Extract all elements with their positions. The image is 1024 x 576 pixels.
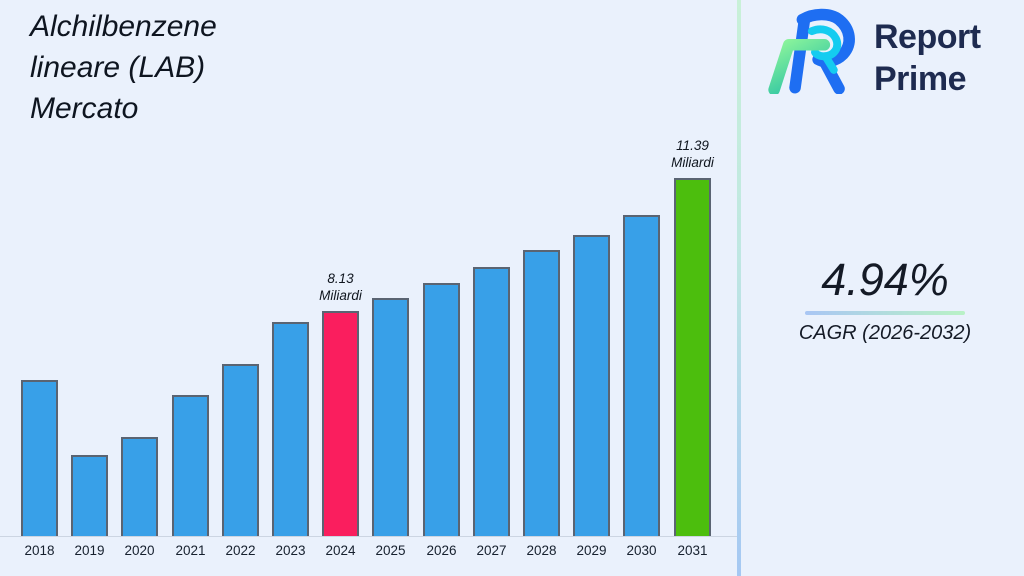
bar-2023 bbox=[272, 322, 309, 536]
bar-2027 bbox=[473, 267, 510, 536]
x-label-2029: 2029 bbox=[576, 543, 607, 558]
bar-2021 bbox=[172, 395, 209, 536]
bar-2022 bbox=[222, 364, 259, 536]
cagr-caption: CAGR (2026-2032) bbox=[798, 322, 972, 344]
x-axis-line bbox=[0, 536, 737, 537]
vertical-divider bbox=[737, 0, 741, 576]
logo-wordmark: Report Prime bbox=[874, 16, 981, 100]
bar-value-label-2024: 8.13 Miliardi bbox=[319, 271, 362, 303]
x-label-2027: 2027 bbox=[476, 543, 507, 558]
bar-2028 bbox=[523, 250, 560, 536]
x-label-2031: 2031 bbox=[677, 543, 708, 558]
logo-word-prime: Prime bbox=[874, 60, 966, 98]
x-label-2025: 2025 bbox=[375, 543, 406, 558]
cagr-block: 4.94% CAGR (2026-2032) bbox=[790, 255, 980, 345]
cagr-value: 4.94% bbox=[821, 254, 949, 305]
page-title: Alchilbenzene lineare (LAB) Mercato bbox=[30, 10, 217, 125]
x-label-2026: 2026 bbox=[426, 543, 457, 558]
x-label-2022: 2022 bbox=[225, 543, 256, 558]
report-prime-logo-icon bbox=[768, 8, 855, 94]
bar-2019 bbox=[71, 455, 108, 536]
cagr-underline bbox=[805, 311, 965, 315]
bar-2030 bbox=[623, 215, 660, 536]
bar-2026 bbox=[423, 283, 460, 536]
bar-2020 bbox=[121, 437, 158, 536]
x-label-2019: 2019 bbox=[74, 543, 105, 558]
bar-2029 bbox=[573, 235, 610, 536]
bar-2024 bbox=[322, 311, 359, 536]
x-label-2024: 2024 bbox=[325, 543, 356, 558]
bar-2018 bbox=[21, 380, 58, 536]
bar-2025 bbox=[372, 298, 409, 536]
x-label-2023: 2023 bbox=[275, 543, 306, 558]
bar-value-label-2031: 11.39 Miliardi bbox=[671, 138, 714, 170]
logo-word-report: Report bbox=[874, 18, 981, 56]
x-label-2021: 2021 bbox=[175, 543, 206, 558]
x-label-2020: 2020 bbox=[124, 543, 155, 558]
bar-2031 bbox=[674, 178, 711, 536]
x-label-2018: 2018 bbox=[24, 543, 55, 558]
x-label-2028: 2028 bbox=[526, 543, 557, 558]
report-prime-logo: Report Prime bbox=[766, 6, 981, 100]
x-label-2030: 2030 bbox=[626, 543, 657, 558]
